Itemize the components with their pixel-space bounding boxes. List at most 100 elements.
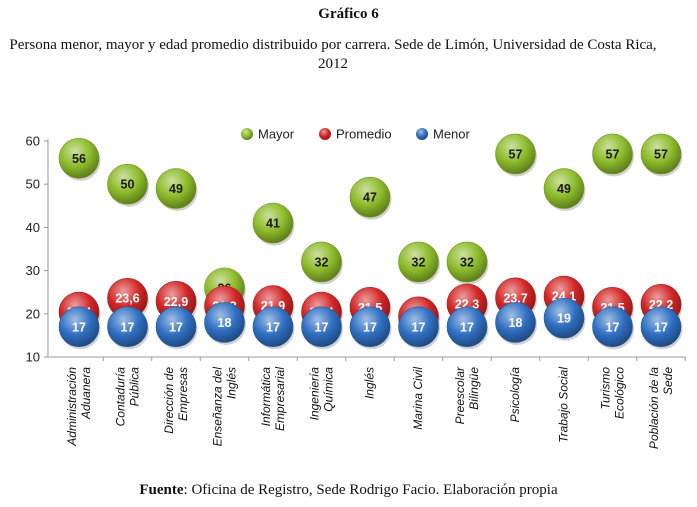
chart-subtitle: Persona menor, mayor y edad promedio dis… (9, 37, 657, 72)
bubble-menor: 17 (301, 306, 343, 350)
legend-label: Promedio (336, 127, 392, 142)
bubble-menor: 17 (58, 306, 101, 350)
bubble-menor: 17 (640, 306, 683, 350)
bubble-mayor: 32 (446, 241, 489, 285)
chart-title: Gráfico 6 (318, 6, 379, 22)
legend-marker (319, 128, 331, 140)
legend-label: Mayor (258, 127, 295, 142)
bubble-menor: 17 (155, 306, 198, 350)
bubble-marker (495, 133, 536, 175)
category-label-line: Empresas (176, 367, 190, 421)
category-label: Contaduría Pública (114, 367, 142, 427)
y-tick-label: 20 (26, 306, 40, 321)
bubble-menor: 17 (252, 306, 295, 350)
category-label: Dirección de Empresas (162, 367, 190, 434)
legend-item-promedio: Promedio (319, 127, 392, 142)
bubble-mayor: 47 (349, 176, 392, 220)
y-tick-label: 10 (26, 350, 40, 365)
bubble-marker (349, 176, 391, 218)
source-text: : Oficina de Registro, Sede Rodrigo Faci… (183, 482, 558, 498)
category-label-line: Pública (128, 367, 142, 407)
bubble-marker (204, 302, 245, 343)
bubble-value-label: 49 (557, 182, 571, 196)
bubble-value-label: 50 (121, 178, 135, 192)
bubble-marker (58, 306, 100, 348)
y-tick-label: 60 (26, 134, 40, 149)
category-label-line: Sede (661, 367, 675, 395)
bubble-value-label: 57 (509, 147, 523, 161)
bubble-value-label: 17 (169, 320, 183, 334)
bubble-marker (398, 241, 439, 283)
y-tick-label: 40 (26, 220, 40, 235)
bubble-value-label: 17 (606, 320, 620, 334)
bubble-marker (58, 137, 100, 179)
bubble-mayor: 41 (252, 202, 295, 246)
bubble-value-label: 17 (412, 320, 426, 334)
bubble-menor: 19 (543, 297, 586, 341)
bubble-marker (495, 302, 536, 343)
bubble-menor: 17 (446, 306, 489, 350)
category-label-line: Informática (259, 367, 273, 427)
bubble-value-label: 41 (266, 217, 280, 231)
bubble-marker (446, 306, 488, 348)
category-label: Población de la Sede (647, 367, 675, 449)
bubble-mayor: 57 (592, 133, 634, 177)
category-label: Administración Aduanera (65, 367, 93, 447)
category-label-line: Dirección de (162, 367, 176, 434)
category-label: Turismo Ecológico (599, 367, 627, 419)
category-label-line: Inglés (363, 367, 377, 399)
bubble-marker (398, 306, 439, 348)
bubble-value-label: 23,7 (503, 291, 527, 305)
bubble-menor: 17 (592, 306, 634, 350)
bubble-value-label: 17 (363, 320, 377, 334)
bubble-marker (301, 241, 342, 283)
bubble-marker (543, 168, 585, 209)
legend-marker (416, 128, 428, 140)
category-label-line: Ecológico (613, 367, 627, 419)
bubble-marker (640, 133, 682, 175)
bubble-marker (155, 306, 197, 348)
bubble-value-label: 17 (121, 320, 135, 334)
category-label: Marina Civil (411, 367, 425, 430)
bubble-value-label: 17 (654, 320, 668, 334)
bubble-menor: 17 (398, 306, 440, 350)
bubble-value-label: 47 (363, 191, 377, 205)
chart-source: Fuente: Oficina de Registro, Sede Rodrig… (0, 482, 697, 499)
bubble-marker (252, 306, 294, 348)
category-label-line: Inglés (225, 367, 239, 399)
bubble-value-label: 18 (218, 316, 232, 330)
category-label-line: Empresarial (273, 367, 287, 431)
category-label-line: Ingeniería (308, 367, 322, 421)
bubble-mayor: 32 (301, 241, 343, 285)
category-label: Psicología (508, 367, 522, 423)
category-label-line: Administración (65, 367, 79, 447)
bubble-value-label: 32 (315, 255, 329, 269)
bubble-menor: 18 (495, 302, 537, 345)
bubble-value-label: 32 (460, 255, 474, 269)
category-label: Preescolar Bilingüe (453, 366, 481, 424)
legend-label: Menor (433, 127, 471, 142)
legend-marker (241, 128, 253, 140)
legend-item-mayor: Mayor (241, 127, 295, 142)
source-label: Fuente (139, 482, 184, 498)
category-label-line: Contaduría (114, 367, 128, 427)
category-label-line: Turismo (599, 367, 613, 410)
chart-axes: 10 20 30 40 50 60 (26, 134, 686, 365)
bubble-value-label: 23,6 (115, 292, 139, 306)
category-label-line: Química (322, 367, 336, 412)
bubble-value-label: 17 (315, 320, 329, 334)
category-label-line: Psicología (508, 367, 522, 423)
bubble-value-label: 49 (169, 182, 183, 196)
bubble-menor: 17 (349, 306, 392, 350)
bubble-menor: 17 (107, 306, 149, 350)
bubble-marker (592, 306, 633, 348)
bubble-value-label: 32 (412, 255, 426, 269)
bubble-marker (592, 133, 633, 175)
category-label-line: Preescolar (453, 366, 467, 424)
bubble-value-label: 56 (72, 152, 86, 166)
category-label: Inglés (363, 367, 377, 399)
bubble-marker (349, 306, 391, 348)
y-tick-label: 30 (26, 263, 40, 278)
bubble-marker (155, 168, 197, 209)
bubble-value-label: 19 (557, 312, 571, 326)
